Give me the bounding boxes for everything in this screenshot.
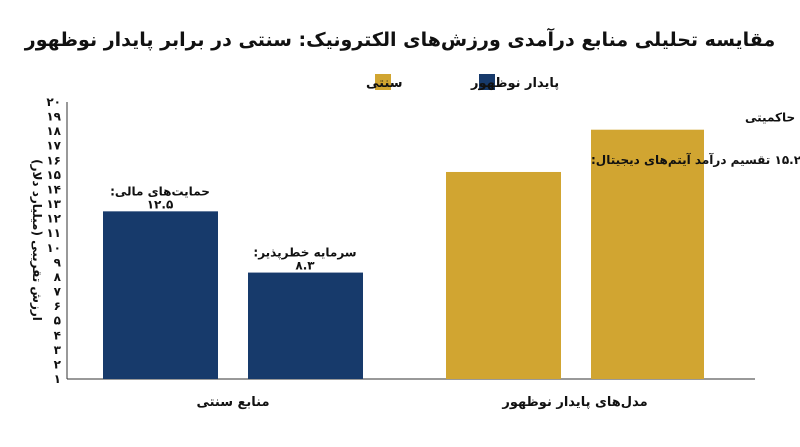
legend-swatch-traditional (375, 74, 391, 90)
data-label-value: ۱۵.۲ (770, 153, 800, 167)
y-tick-label: ۷ (54, 285, 62, 299)
legend-label-emerging: پایدار نوظهور (470, 76, 559, 91)
y-tick-label: ۱۸ (46, 124, 61, 138)
y-tick-label: ۱۷ (46, 139, 61, 153)
bars (103, 129, 704, 379)
bar (103, 211, 218, 379)
data-label: ۱۸.۱: یارانه‌های صندوق ثروت حاکمیتی (745, 111, 800, 126)
y-tick-label: ۶ (54, 299, 61, 313)
y-tick-label: ۴ (54, 328, 61, 342)
data-label-name: یارانه‌های صندوق ثروت حاکمیتی (745, 111, 800, 126)
data-label: ۱۵.۲ تقسیم درآمد آیتم‌های دیجیتال: (591, 152, 800, 167)
y-tick-label: ۱۲ (46, 212, 61, 226)
data-label-name: سرمایه خطرپذیر: (253, 246, 356, 260)
legend-swatch-emerging (479, 74, 495, 90)
bar (446, 171, 561, 379)
y-tick-label: ۸ (54, 270, 62, 284)
y-tick-label: ۱۹ (46, 110, 61, 124)
y-tick-label: ۲۰ (46, 95, 61, 109)
category-label-emerging: مدل‌های پایدار نوظهور (501, 395, 647, 410)
y-tick-label: ۱۵ (46, 168, 61, 182)
y-tick-label: ۱۱ (46, 226, 61, 240)
legend-label-traditional: سنتی (366, 76, 403, 91)
legend: پایدار نوظهور سنتی (366, 74, 559, 91)
y-tick-label: ۱ (54, 372, 61, 386)
y-tick-label: ۱۶ (46, 153, 61, 167)
data-label-name: تقسیم درآمد آیتم‌های دیجیتال: (591, 152, 770, 167)
y-axis-title: ارزش تقریبی (میلیارد دلار) (30, 159, 44, 321)
bar (248, 272, 363, 379)
data-label-name: حمایت‌های مالی: (110, 184, 210, 198)
y-tick-label: ۳ (54, 343, 62, 357)
y-tick-label: ۱۰ (46, 241, 61, 255)
data-labels: حمایت‌های مالی:۱۲.۵ سرمایه خطرپذیر:۸.۳ ۱۵.… (110, 111, 800, 273)
y-tick-label: ۱۴ (46, 182, 61, 196)
data-label-value: ۸.۳ (295, 259, 315, 273)
bar (591, 129, 704, 379)
y-tick-label: ۵ (54, 314, 61, 328)
y-tick-label: ۹ (54, 255, 62, 269)
y-tick-label: ۱۳ (46, 197, 61, 211)
category-label-traditional: منابع سنتی (196, 395, 269, 410)
data-label-value: ۱۲.۵ (147, 197, 174, 211)
chart-title: مقایسه تحلیلی منابع درآمدی ورزش‌های الکت… (24, 27, 776, 51)
y-tick-label: ۲ (54, 357, 62, 371)
